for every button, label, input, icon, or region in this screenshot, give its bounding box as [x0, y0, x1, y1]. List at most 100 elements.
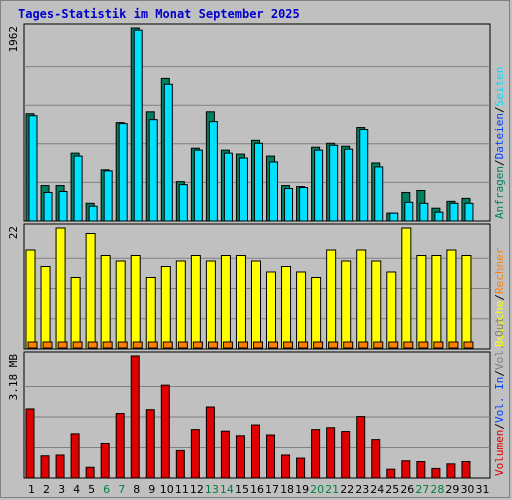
seiten-bar — [28, 115, 38, 222]
seiten-bar — [58, 190, 68, 222]
volumen-bar — [281, 454, 291, 479]
besuche-bar — [371, 260, 382, 350]
legend-separator: / — [493, 294, 506, 301]
x-tick-label: 22 — [340, 483, 354, 496]
x-tick-label: 3 — [58, 483, 65, 496]
x-tick-label: 18 — [280, 483, 294, 496]
volumen-bar — [235, 435, 245, 479]
seiten-bar — [314, 149, 324, 222]
x-tick-label: 26 — [400, 483, 414, 496]
rechner-bar — [102, 341, 113, 349]
legend-entry: Vol. In — [493, 377, 506, 423]
rechner-bar — [42, 341, 53, 349]
seiten-bar — [404, 201, 414, 222]
seiten-bar — [193, 149, 203, 222]
volumen-bar — [70, 433, 80, 479]
seiten-bar — [148, 119, 158, 222]
rechner-bar — [207, 341, 218, 349]
x-tick-label: 4 — [73, 483, 80, 496]
besuche-bar — [446, 249, 457, 350]
besuche-bar — [386, 271, 397, 350]
besuche-bar — [461, 255, 472, 350]
besuche-bar — [160, 266, 171, 350]
besuche-bar — [401, 227, 412, 350]
x-tick-label: 30 — [460, 483, 474, 496]
rechner-bar — [448, 341, 459, 349]
volumen-bar — [326, 427, 336, 479]
besuche-bar — [100, 255, 111, 350]
seiten-bar — [359, 129, 369, 222]
rechner-bar — [343, 341, 354, 349]
volumen-bar — [461, 461, 471, 479]
legend-entry: Besuche — [493, 301, 506, 347]
seiten-bar — [208, 121, 218, 222]
besuche-bar — [190, 255, 201, 350]
rechner-bar — [418, 341, 429, 349]
besuche-bar — [281, 266, 292, 350]
legend-entry: Rechner — [493, 247, 506, 294]
x-tick-label: 7 — [118, 483, 125, 496]
rechner-bar — [388, 341, 399, 349]
legend-separator: / — [493, 370, 506, 377]
rechner-bar — [283, 341, 294, 349]
volumen-bar — [341, 431, 351, 479]
x-tick-label: 12 — [190, 483, 204, 496]
x-tick-label: 5 — [88, 483, 95, 496]
x-tick-label: 8 — [133, 483, 140, 496]
legend-entry: Vol. Out — [493, 317, 506, 370]
volumen-bar — [371, 439, 381, 479]
x-tick-label: 11 — [175, 483, 189, 496]
seiten-bar — [269, 161, 279, 222]
volumen-bar — [266, 434, 276, 479]
seiten-bar — [344, 148, 354, 222]
besuche-bar — [326, 249, 337, 350]
legend-separator: / — [493, 159, 506, 166]
seiten-bar — [178, 184, 188, 222]
x-tick-label: 1 — [28, 483, 35, 496]
besuche-bar — [296, 271, 307, 350]
besuche-bar — [115, 260, 126, 350]
x-tick-label: 17 — [265, 483, 279, 496]
seiten-bar — [103, 170, 113, 222]
legend-volume: Volumen/Vol. In/Vol. Out — [493, 317, 506, 476]
legend-entry: Dateien — [493, 113, 506, 159]
x-tick-label: 27 — [415, 483, 429, 496]
x-tick-label: 21 — [325, 483, 339, 496]
x-tick-label: 16 — [250, 483, 264, 496]
volumen-bar — [130, 355, 140, 479]
volumen-bar — [55, 454, 65, 479]
seiten-bar — [374, 166, 384, 222]
seiten-bar — [73, 155, 83, 222]
besuche-bar — [250, 260, 261, 350]
seiten-bar — [118, 123, 128, 222]
rechner-bar — [57, 341, 68, 349]
x-tick-label: 9 — [148, 483, 155, 496]
rechner-bar — [87, 341, 98, 349]
besuche-bar — [25, 249, 36, 350]
volumen-bar — [386, 468, 396, 479]
rechner-bar — [298, 341, 309, 349]
volumen-bar — [220, 430, 230, 479]
besuche-bar — [341, 260, 352, 350]
volumen-bar — [431, 467, 441, 479]
rechner-bar — [177, 341, 188, 349]
x-tick-label: 6 — [103, 483, 110, 496]
rechner-bar — [373, 341, 384, 349]
besuche-bar — [145, 277, 156, 350]
x-tick-label: 23 — [355, 483, 369, 496]
besuche-bar — [356, 249, 367, 350]
besuche-bar — [55, 227, 66, 350]
seiten-bar — [253, 142, 263, 222]
besuche-bar — [311, 277, 322, 350]
volumen-bar — [100, 442, 110, 479]
rechner-bar — [117, 341, 128, 349]
rechner-bar — [328, 341, 339, 349]
seiten-bar — [163, 83, 173, 222]
rechner-bar — [147, 341, 158, 349]
besuche-bar — [85, 233, 96, 350]
seiten-bar — [43, 191, 53, 222]
volumen-bar — [296, 457, 306, 479]
volumen-bar — [416, 461, 426, 479]
volumen-bar — [250, 424, 260, 479]
